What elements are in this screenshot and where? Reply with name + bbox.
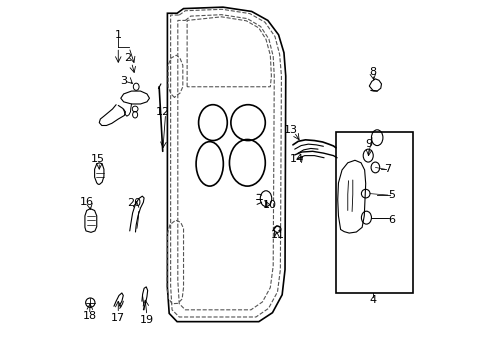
Text: 11: 11 [270, 230, 285, 239]
Text: 4: 4 [368, 295, 376, 305]
Text: 3: 3 [120, 76, 127, 86]
Text: 18: 18 [82, 311, 97, 321]
Text: 7: 7 [384, 164, 391, 174]
Text: 1: 1 [115, 30, 122, 40]
Text: 10: 10 [263, 200, 277, 210]
Text: 2: 2 [124, 53, 131, 63]
Text: 8: 8 [368, 67, 376, 77]
Text: 9: 9 [365, 139, 372, 149]
Text: 16: 16 [80, 197, 94, 207]
Text: 19: 19 [140, 315, 154, 325]
Text: 17: 17 [111, 313, 125, 323]
Bar [335, 132, 412, 293]
Text: 20: 20 [127, 198, 141, 208]
Text: 13: 13 [283, 125, 297, 135]
Text: 6: 6 [387, 215, 394, 225]
Text: 12: 12 [155, 107, 169, 117]
Text: 14: 14 [289, 154, 303, 164]
Text: 5: 5 [387, 190, 394, 200]
Text: 15: 15 [90, 154, 104, 164]
